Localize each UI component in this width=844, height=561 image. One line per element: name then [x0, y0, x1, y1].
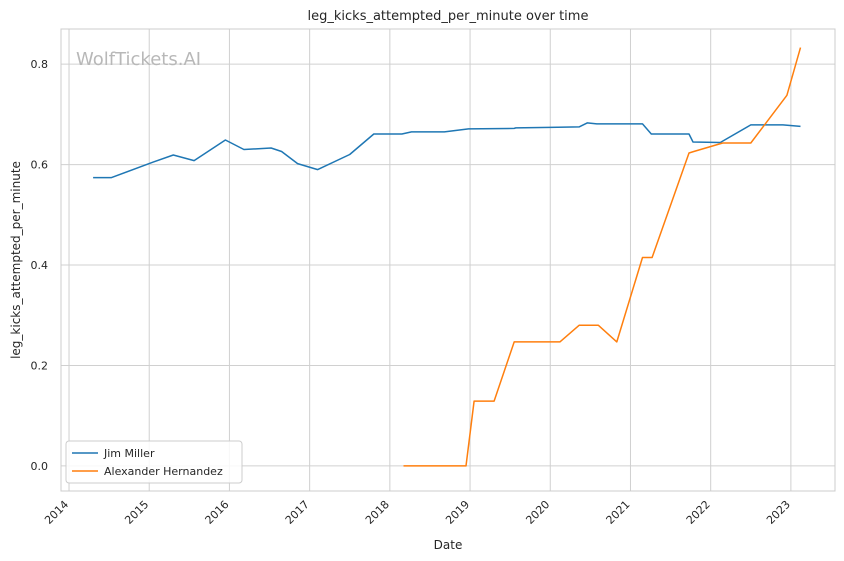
x-axis-label: Date [434, 538, 463, 552]
legend-entry: Alexander Hernandez [104, 465, 223, 478]
legend: Jim Miller Alexander Hernandez [65, 440, 243, 484]
x-tick-label: 2022 [684, 498, 713, 527]
y-tick-label: 0.2 [31, 359, 49, 372]
grid [61, 29, 835, 491]
chart-title: leg_kicks_attempted_per_minute over time [308, 9, 589, 24]
x-tick-label: 2019 [443, 498, 472, 527]
legend-entry: Jim Miller [103, 447, 155, 460]
x-tick-label: 2021 [604, 498, 633, 527]
x-tick-label: 2016 [203, 498, 232, 527]
y-axis-label: leg_kicks_attempted_per_minute [9, 161, 23, 359]
x-tick-label: 2014 [42, 498, 71, 527]
y-tick-label: 0.0 [31, 460, 49, 473]
x-tick-label: 2023 [764, 498, 793, 527]
x-tick-label: 2020 [523, 498, 552, 527]
legend-box [65, 440, 243, 484]
y-tick-label: 0.8 [31, 58, 49, 71]
series-line-jim-miller [93, 122, 801, 179]
y-tick-label: 0.6 [31, 159, 49, 172]
watermark: WolfTickets.AI [76, 49, 201, 70]
plot-frame [60, 28, 836, 492]
x-tick-label: 2015 [122, 498, 151, 527]
series-line-alexander-hernandez [403, 47, 802, 467]
y-axis-ticks: 0.0 0.2 0.4 0.6 0.8 [31, 58, 49, 473]
x-tick-label: 2018 [363, 498, 392, 527]
series-layer [93, 47, 802, 467]
x-tick-label: 2017 [283, 498, 312, 527]
y-tick-label: 0.4 [31, 259, 49, 272]
x-axis-ticks: 2014 2015 2016 2017 2018 2019 2020 2021 2022 2023 [42, 498, 793, 527]
